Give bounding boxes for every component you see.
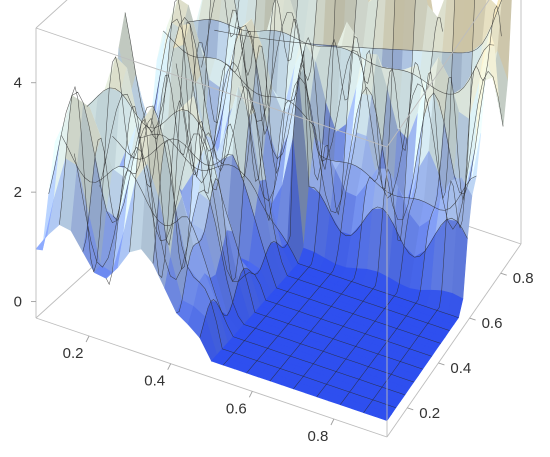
mesh-line [82, 0, 257, 252]
z-tick-label: 2 [14, 184, 22, 201]
mesh-line [99, 93, 432, 357]
y-tick-label: 0.8 [513, 270, 534, 287]
x-tick-label: 0.8 [308, 428, 329, 445]
x-tick-mark [248, 391, 253, 398]
mesh-line [61, 135, 405, 396]
y-tick-mark [500, 272, 507, 276]
mesh-line [246, 0, 396, 374]
box-edge [386, 0, 490, 148]
x-tick-label: 0.4 [144, 373, 165, 390]
mesh-line [214, 0, 502, 54]
box-edge [386, 243, 522, 438]
box-edge [35, 27, 388, 148]
mesh-line [176, 0, 336, 314]
mesh-line [293, 17, 443, 390]
y-tick-label: 0.6 [482, 315, 503, 332]
surface-mesh [35, 0, 512, 421]
bounding-box-front [35, 0, 522, 438]
x-tick-mark [167, 363, 172, 370]
mesh-line [48, 91, 396, 408]
y-tick-label: 0.4 [450, 360, 471, 377]
mesh-line [316, 0, 455, 397]
mesh-line [199, 0, 357, 338]
mesh-line [124, 12, 450, 331]
mesh-line [137, 133, 459, 318]
mesh-line [59, 0, 240, 273]
x-tick-label: 0.2 [63, 345, 84, 362]
mesh-line [188, 19, 495, 95]
y-tick-mark [469, 317, 476, 321]
y-tick-mark [407, 407, 414, 411]
mesh-line [112, 136, 441, 344]
z-tick-label: 0 [14, 294, 22, 311]
y-tick-label: 0.2 [419, 405, 440, 422]
axis-ticks: 0.2 0.4 0.6 0.8 0.2 0.4 0.6 0.8 0 2 4 [14, 75, 534, 445]
y-tick-mark [438, 362, 445, 366]
mesh-line [86, 87, 423, 370]
mesh-line [269, 0, 416, 382]
mesh-line [73, 146, 414, 383]
x-tick-mark [85, 335, 90, 343]
z-tick-label: 4 [14, 75, 22, 92]
box-edge [35, 317, 388, 438]
x-tick-mark [330, 418, 335, 426]
mesh-line [150, 18, 468, 258]
mesh-line [222, 0, 379, 366]
x-tick-label: 0.6 [226, 400, 247, 417]
mesh-line [129, 0, 299, 279]
surface-patch [374, 409, 392, 421]
mesh-line [339, 0, 475, 405]
mesh-line [201, 0, 504, 230]
mesh-line [152, 0, 318, 270]
